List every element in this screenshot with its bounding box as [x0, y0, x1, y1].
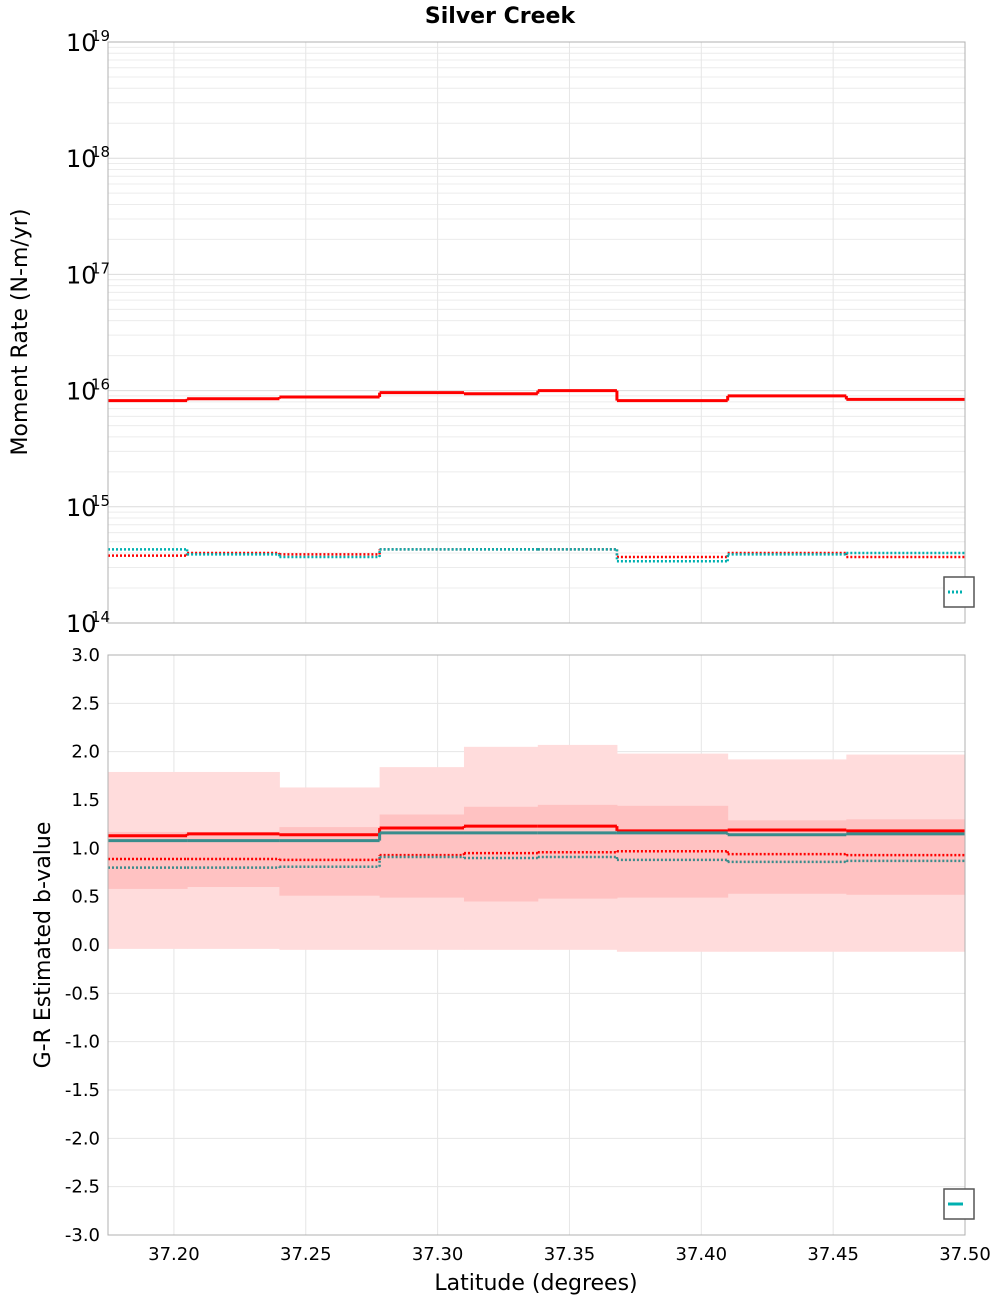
inner-band-segment — [537, 804, 618, 899]
y-tick-label: 0.5 — [71, 887, 100, 908]
x-tick-label: 37.50 — [939, 1244, 991, 1265]
moment-rate-y-axis-label: Moment Rate (N-m/yr) — [8, 209, 33, 456]
y-tick-label: -2.0 — [65, 1128, 100, 1149]
x-tick-label: 37.35 — [544, 1244, 596, 1265]
y-tick-label: 3.0 — [71, 645, 100, 666]
y-tick-label-base: 10 — [66, 378, 97, 406]
moment-rate-series — [108, 389, 965, 563]
y-tick-label-base: 10 — [66, 29, 97, 57]
y-tick-label-base: 10 — [66, 494, 97, 522]
y-tick-label-exponent: 17 — [91, 259, 110, 277]
x-tick-label: 37.20 — [148, 1244, 200, 1265]
b-value-y-ticks: -3.0 -2.5 -2.0 -1.5 -1.0 -0.5 0.0 0.5 1.0 1.5 2.0 2… — [65, 645, 100, 1246]
inner-band-segment — [279, 827, 381, 896]
y-tick-label: -1.5 — [65, 1080, 100, 1101]
y-tick-label: 2.5 — [71, 693, 100, 714]
y-tick-label: 1.5 — [71, 790, 100, 811]
b-value-y-axis-label: G-R Estimated b-value — [31, 822, 56, 1069]
y-tick-label: -2.5 — [65, 1177, 100, 1198]
x-tick-label: 37.40 — [676, 1244, 728, 1265]
b-value-axes-frame — [107, 654, 966, 1236]
moment-rate-grid — [108, 41, 966, 624]
b-value-legend[interactable] — [943, 1188, 975, 1220]
x-tick-label: 37.30 — [412, 1244, 464, 1265]
y-tick-label: 1.0 — [71, 838, 100, 859]
x-axis-label: Latitude (degrees) — [434, 1271, 637, 1296]
b-value-panel: -3.0 -2.5 -2.0 -1.5 -1.0 -0.5 0.0 0.5 1.0 1.5 2.0 2… — [31, 645, 991, 1296]
b-value-series — [108, 824, 965, 869]
y-tick-label: 2.0 — [71, 742, 100, 763]
x-tick-label: 37.45 — [807, 1244, 859, 1265]
y-tick-label: -3.0 — [65, 1225, 100, 1246]
b-value-bands — [108, 744, 966, 952]
y-tick-label-base: 10 — [66, 261, 97, 289]
x-tick-label: 37.25 — [280, 1244, 332, 1265]
moment-rate-legend-box — [943, 576, 975, 608]
y-tick-label: -1.0 — [65, 1032, 100, 1053]
chart-title: Silver Creek — [425, 4, 577, 29]
y-tick-label-exponent: 16 — [91, 376, 110, 394]
y-tick-label: 0.0 — [71, 935, 100, 956]
y-tick-label-exponent: 18 — [91, 143, 110, 161]
moment-rate-legend[interactable] — [943, 576, 975, 608]
y-tick-label-base: 10 — [66, 610, 97, 638]
y-tick-label-exponent: 15 — [91, 492, 110, 510]
inner-band-segment — [727, 820, 847, 894]
b-value-x-ticks: 37.20 37.25 37.30 37.35 37.40 37.45 37.50 — [148, 1244, 991, 1265]
y-tick-label-base: 10 — [66, 145, 97, 173]
y-tick-label-exponent: 19 — [91, 27, 110, 45]
moment-rate-axes-frame — [107, 41, 966, 624]
y-tick-label: -0.5 — [65, 983, 100, 1004]
y-tick-label-exponent: 14 — [91, 608, 110, 626]
